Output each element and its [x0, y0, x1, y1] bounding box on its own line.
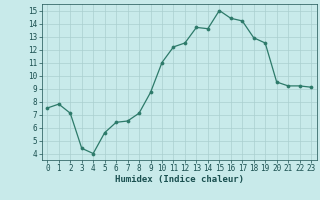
X-axis label: Humidex (Indice chaleur): Humidex (Indice chaleur) [115, 175, 244, 184]
